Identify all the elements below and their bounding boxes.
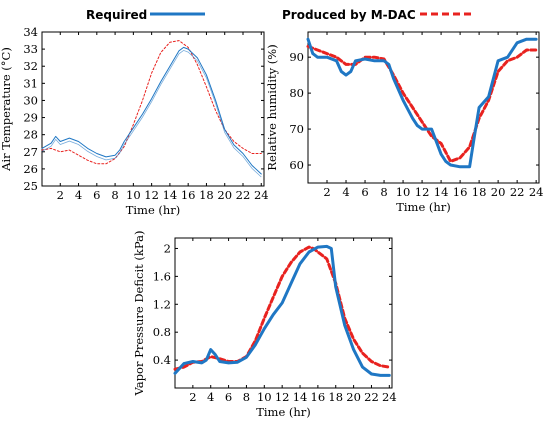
y-tick-label: 0.8 [153, 325, 171, 339]
x-tick-label: 22 [510, 185, 525, 199]
x-tick-label: 4 [75, 188, 82, 202]
y-tick-label: 30 [23, 93, 38, 107]
x-tick-label: 2 [189, 390, 196, 404]
x-tick-label: 24 [382, 390, 397, 404]
legend-required-label: Required [86, 8, 147, 22]
x-tick-label: 8 [111, 188, 118, 202]
series-line-mdac [41, 40, 262, 165]
plot-frame [307, 31, 540, 184]
y-tick-label: 0.4 [153, 353, 171, 367]
y-tick-label: 28 [23, 128, 38, 142]
x-axis-label: Time (hr) [126, 203, 181, 217]
legend: Required Produced by M-DAC [86, 8, 473, 22]
y-tick-label: 27 [23, 145, 38, 159]
y-tick-label: 1.6 [153, 269, 171, 283]
y-tick-label: 32 [23, 59, 38, 73]
series-line-required [306, 37, 538, 169]
x-tick-label: 22 [236, 188, 251, 202]
legend-mdac-label: Produced by M-DAC [282, 8, 416, 22]
x-tick-label: 20 [491, 185, 506, 199]
x-tick-label: 16 [311, 390, 326, 404]
series-line-required [41, 46, 262, 175]
x-tick-label: 8 [243, 390, 250, 404]
x-tick-label: 10 [126, 188, 141, 202]
plot-frame [41, 31, 265, 187]
y-tick-label: 31 [23, 76, 38, 90]
x-tick-label: 16 [453, 185, 468, 199]
y-tick-label: 29 [23, 111, 38, 125]
x-tick-label: 22 [364, 390, 379, 404]
x-tick-label: 24 [254, 188, 269, 202]
x-tick-label: 4 [207, 390, 214, 404]
y-tick-label: 90 [289, 50, 304, 64]
x-tick-label: 14 [434, 185, 449, 199]
y-axis-label: Air Temperature (°C) [0, 47, 13, 172]
x-tick-label: 12 [415, 185, 430, 199]
y-tick-label: 60 [289, 158, 304, 172]
series-line-required-band [41, 49, 262, 178]
y-tick-label: 34 [23, 25, 38, 39]
plot-frame [174, 237, 393, 389]
x-tick-label: 4 [342, 185, 349, 199]
y-tick-label: 2 [164, 241, 171, 255]
y-tick-label: 25 [23, 179, 38, 193]
series-line-mdac [173, 245, 391, 371]
x-tick-label: 10 [396, 185, 411, 199]
x-tick-label: 6 [225, 390, 232, 404]
y-tick-label: 80 [289, 86, 304, 100]
x-tick-label: 18 [328, 390, 343, 404]
air-temperature-chart: 2 4 6 8 10 12 14 16 18 20 22 2425262728293031323334… [0, 25, 269, 217]
y-tick-label: 70 [289, 122, 304, 136]
series-line-required [173, 244, 391, 377]
x-tick-label: 24 [529, 185, 544, 199]
x-tick-label: 18 [472, 185, 487, 199]
x-tick-label: 20 [217, 188, 232, 202]
y-tick-label: 26 [23, 162, 38, 176]
x-tick-label: 20 [346, 390, 361, 404]
y-tick-label: 33 [23, 42, 38, 56]
x-tick-label: 2 [57, 188, 64, 202]
x-tick-label: 14 [163, 188, 178, 202]
x-tick-label: 18 [199, 188, 214, 202]
x-tick-label: 8 [380, 185, 387, 199]
x-tick-label: 14 [293, 390, 308, 404]
series-line-mdac [306, 44, 538, 163]
x-tick-label: 10 [257, 390, 272, 404]
y-tick-label: 1.2 [153, 297, 171, 311]
x-tick-label: 12 [144, 188, 159, 202]
y-axis-label: Vapor Pressure Deficit (kPa) [132, 231, 146, 397]
x-axis-label: Time (hr) [256, 405, 311, 419]
x-tick-label: 12 [275, 390, 290, 404]
y-axis-label: Relative humidity (%) [265, 44, 279, 170]
x-tick-label: 6 [361, 185, 368, 199]
x-tick-label: 16 [181, 188, 196, 202]
x-axis-label: Time (hr) [396, 200, 451, 214]
x-tick-label: 2 [323, 185, 330, 199]
x-tick-label: 6 [93, 188, 100, 202]
